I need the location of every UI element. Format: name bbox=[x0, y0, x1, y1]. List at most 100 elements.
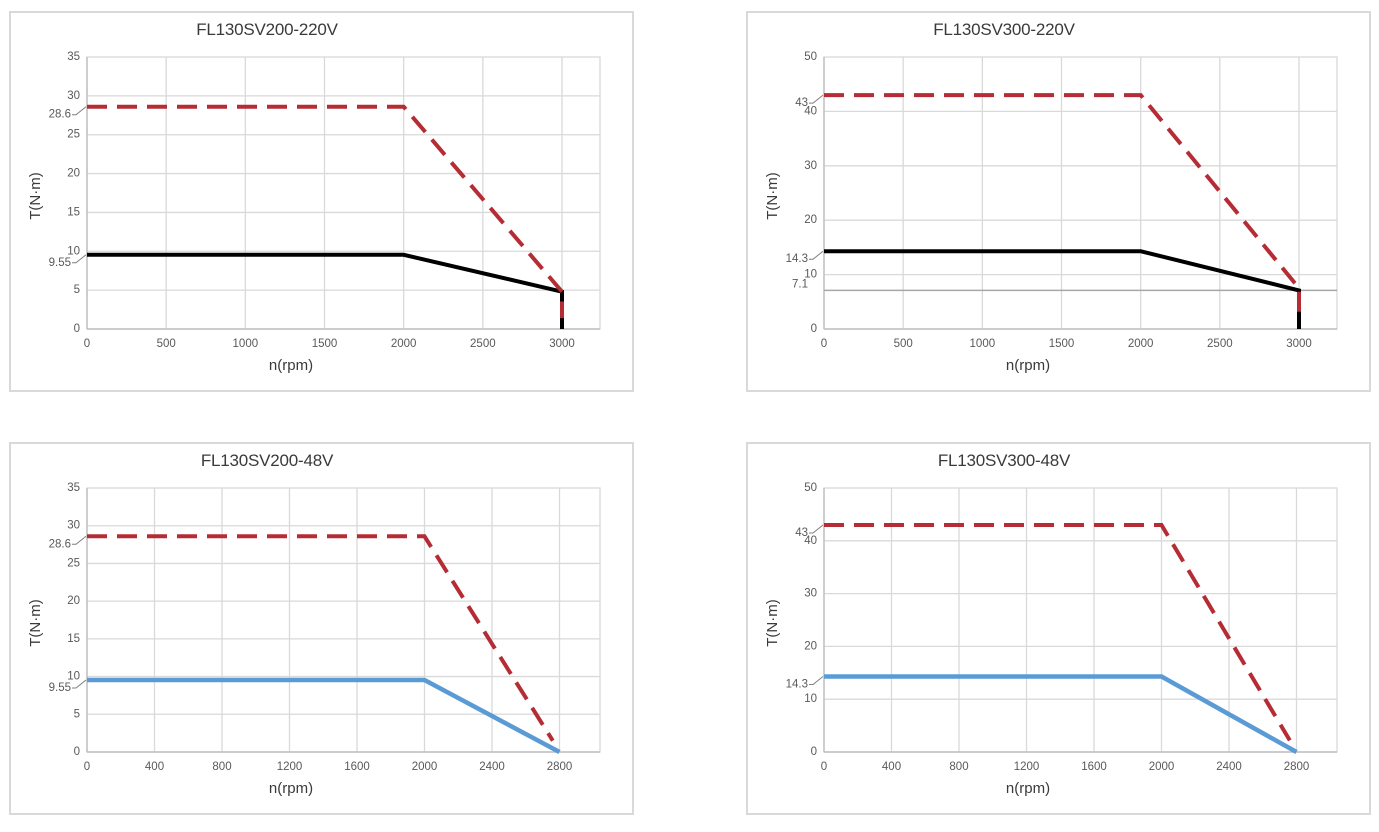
y-tick-label: 0 bbox=[74, 323, 80, 335]
x-tick-label: 1500 bbox=[312, 338, 338, 350]
y-tick-label: 5 bbox=[74, 708, 80, 720]
y-tick-label: 0 bbox=[74, 746, 80, 758]
x-tick-label: 1500 bbox=[1049, 338, 1075, 350]
x-tick-label: 1200 bbox=[1014, 761, 1040, 773]
leader-line bbox=[809, 524, 824, 534]
leader-line bbox=[72, 535, 87, 545]
chart-title: FL130SV300-220V bbox=[933, 20, 1075, 39]
leader-line bbox=[72, 254, 87, 264]
x-tick-label: 0 bbox=[821, 338, 827, 350]
rated-torque-curve bbox=[824, 674, 1298, 754]
leader-line bbox=[809, 676, 824, 685]
torque-annotation: 14.3 bbox=[786, 678, 808, 690]
x-tick-label: 0 bbox=[84, 338, 90, 350]
y-tick-label: 10 bbox=[804, 269, 817, 281]
x-tick-label: 2000 bbox=[1149, 761, 1175, 773]
x-axis-label: n(rpm) bbox=[1005, 780, 1051, 797]
y-axis-label: T(N·m) bbox=[764, 172, 781, 220]
peak-torque-curve bbox=[824, 523, 1292, 742]
torque-annotation: 43 bbox=[795, 527, 808, 539]
x-tick-label: 0 bbox=[84, 761, 90, 773]
torque-annotation: 28.6 bbox=[49, 538, 71, 550]
chart-title: FL130SV300-48V bbox=[937, 451, 1071, 470]
x-tick-label: 2000 bbox=[1128, 338, 1154, 350]
x-axis-label: n(rpm) bbox=[1005, 357, 1051, 374]
plot-border bbox=[86, 487, 601, 753]
plot-area: 0 500 1000 1500 2000 2500 3000 0 5 10 15 20 25 30 35 28… bbox=[49, 51, 601, 350]
chart-panel-fl130sv300-48v: 0 400 800 1200 1600 2000 2400 2800 0 10 20 30 40 50 43… bbox=[746, 442, 1371, 815]
y-tick-label: 10 bbox=[67, 245, 80, 257]
plot-border bbox=[823, 56, 1338, 330]
y-tick-label: 25 bbox=[67, 129, 80, 141]
y-tick-label: 0 bbox=[811, 323, 817, 335]
x-tick-label: 1200 bbox=[277, 761, 303, 773]
chart-panel-fl130sv200-48v: 0 400 800 1200 1600 2000 2400 2800 0 5 10 15 20 25 30 3… bbox=[9, 442, 634, 815]
y-tick-label: 20 bbox=[67, 595, 80, 607]
y-tick-label: 30 bbox=[804, 160, 817, 172]
x-tick-label: 1600 bbox=[1081, 761, 1107, 773]
y-axis-label: T(N·m) bbox=[27, 172, 44, 220]
y-tick-label: 30 bbox=[67, 90, 80, 102]
y-tick-label: 30 bbox=[67, 520, 80, 532]
leader-line bbox=[72, 679, 87, 689]
torque-annotation: 43 bbox=[795, 97, 808, 109]
leader-line bbox=[72, 106, 87, 116]
y-tick-label: 35 bbox=[67, 51, 80, 63]
x-tick-label: 2500 bbox=[1207, 338, 1233, 350]
x-tick-label: 0 bbox=[821, 761, 827, 773]
peak-torque-curve bbox=[824, 93, 1301, 319]
chart-panel-fl130sv200-220v: 0 500 1000 1500 2000 2500 3000 0 5 10 15 20 25 30 35 28… bbox=[9, 11, 634, 392]
y-tick-label: 5 bbox=[74, 284, 80, 296]
torque-annotation: 9.55 bbox=[49, 257, 71, 269]
x-tick-label: 400 bbox=[145, 761, 164, 773]
y-tick-label: 30 bbox=[804, 588, 817, 600]
leader-line bbox=[809, 94, 824, 104]
x-tick-label: 2500 bbox=[470, 338, 496, 350]
plot-area: 0 500 1000 1500 2000 2500 3000 0 10 20 30 40 50 43 14.… bbox=[786, 51, 1338, 350]
x-tick-label: 800 bbox=[949, 761, 968, 773]
x-tick-label: 2000 bbox=[391, 338, 417, 350]
x-tick-label: 2400 bbox=[479, 761, 505, 773]
x-tick-label: 2800 bbox=[1284, 761, 1310, 773]
y-tick-label: 50 bbox=[804, 51, 817, 63]
x-tick-label: 1000 bbox=[233, 338, 259, 350]
x-tick-label: 1000 bbox=[970, 338, 996, 350]
y-tick-label: 35 bbox=[67, 482, 80, 494]
x-tick-label: 500 bbox=[157, 338, 176, 350]
y-tick-label: 15 bbox=[67, 633, 80, 645]
chart-title: FL130SV200-48V bbox=[200, 451, 334, 470]
torque-annotation: 14.3 bbox=[786, 253, 808, 265]
y-axis-label: T(N·m) bbox=[764, 599, 781, 647]
peak-torque-curve bbox=[87, 534, 555, 742]
y-tick-label: 40 bbox=[804, 105, 817, 117]
y-tick-label: 50 bbox=[804, 482, 817, 494]
torque-annotation: 9.55 bbox=[49, 682, 71, 694]
y-tick-label: 0 bbox=[811, 746, 817, 758]
x-tick-label: 2000 bbox=[412, 761, 438, 773]
x-tick-label: 3000 bbox=[549, 338, 575, 350]
y-tick-label: 20 bbox=[67, 168, 80, 180]
y-tick-label: 15 bbox=[67, 206, 80, 218]
y-axis-label: T(N·m) bbox=[27, 599, 44, 647]
torque-annotation: 28.6 bbox=[49, 109, 71, 121]
leader-line bbox=[809, 250, 824, 260]
y-tick-label: 20 bbox=[804, 214, 817, 226]
x-axis-label: n(rpm) bbox=[268, 780, 314, 797]
torque-annotation: 7.1 bbox=[792, 278, 808, 290]
chart-panel-fl130sv300-220v: 0 500 1000 1500 2000 2500 3000 0 10 20 30 40 50 43 14.… bbox=[746, 11, 1371, 392]
x-tick-label: 1600 bbox=[344, 761, 370, 773]
plot-border bbox=[86, 56, 601, 330]
y-tick-label: 25 bbox=[67, 557, 80, 569]
x-tick-label: 2800 bbox=[547, 761, 573, 773]
x-tick-label: 500 bbox=[894, 338, 913, 350]
plot-area: 0 400 800 1200 1600 2000 2400 2800 0 5 10 15 20 25 30 3… bbox=[49, 482, 601, 773]
x-tick-label: 400 bbox=[882, 761, 901, 773]
y-tick-label: 10 bbox=[67, 671, 80, 683]
plot-border bbox=[823, 487, 1338, 753]
y-tick-label: 10 bbox=[804, 693, 817, 705]
x-axis-label: n(rpm) bbox=[268, 357, 314, 374]
rated-torque-curve bbox=[87, 677, 561, 754]
x-tick-label: 800 bbox=[212, 761, 231, 773]
y-tick-label: 40 bbox=[804, 535, 817, 547]
